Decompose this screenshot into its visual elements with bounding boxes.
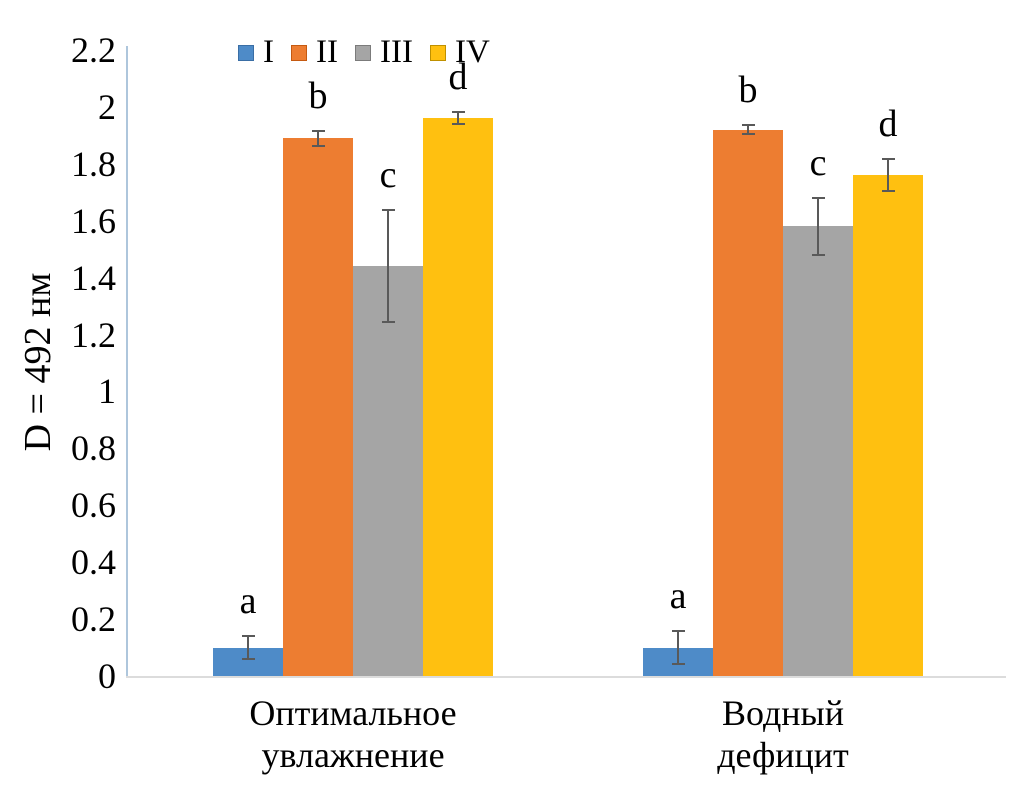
y-tick-label: 1.4 (71, 257, 116, 298)
y-tick-label: 0.2 (71, 599, 116, 640)
error-bar (881, 158, 895, 193)
error-bar-stem (387, 209, 389, 324)
y-tick-label: 0.8 (71, 428, 116, 469)
legend-label: II (316, 34, 338, 70)
error-bar-stem (747, 123, 749, 136)
error-bar-cap-bottom (241, 658, 255, 661)
error-bar-stem (457, 111, 459, 126)
y-axis-line (126, 46, 128, 676)
x-category-label: Водный дефицит (717, 693, 849, 776)
legend-item-IV: IV (429, 34, 490, 70)
significance-letter: d (448, 56, 468, 99)
significance-letter: b (308, 74, 328, 117)
significance-letter: c (379, 154, 397, 197)
significance-letter: c (809, 141, 827, 184)
legend-label: III (379, 34, 413, 70)
significance-letter: a (239, 579, 257, 622)
error-bar-stem (887, 158, 889, 193)
error-bar-stem (317, 129, 319, 147)
significance-letter: d (878, 103, 898, 146)
y-tick-label: 0 (98, 656, 116, 696)
legend-label: IV (454, 34, 490, 70)
bar-series-III-group-2 (783, 226, 853, 676)
error-bar-stem (817, 196, 819, 257)
y-tick-label: 1.8 (71, 143, 116, 184)
error-bar-cap-bottom (381, 321, 395, 324)
x-axis-line (126, 676, 1006, 678)
y-tick-label: 1 (98, 371, 116, 412)
legend-swatch-icon (429, 44, 446, 61)
legend-swatch-icon (354, 44, 371, 61)
legend: I II III IV (238, 36, 490, 69)
y-tick-label: 1.6 (71, 200, 116, 241)
x-category-label: Оптимальное увлажнение (249, 693, 457, 776)
error-bar-cap-bottom (741, 133, 755, 136)
error-bar-cap-bottom (671, 662, 685, 665)
significance-letter: b (738, 68, 758, 111)
significance-letter: a (669, 575, 687, 618)
error-bar (451, 111, 465, 126)
y-tick-label: 2.2 (71, 30, 116, 70)
y-tick-label: 0.4 (71, 542, 116, 583)
error-bar (741, 123, 755, 136)
error-bar-stem (677, 630, 679, 665)
error-bar (811, 196, 825, 257)
bar-series-III-group-1 (353, 266, 423, 676)
error-bar-stem (247, 634, 249, 661)
y-tick-label: 2 (98, 86, 116, 127)
bar-series-II-group-1 (283, 138, 353, 676)
y-tick-label: 1.2 (71, 314, 116, 355)
error-bar (671, 630, 685, 665)
legend-swatch-icon (291, 44, 307, 61)
error-bar (381, 209, 395, 324)
error-bar-cap-bottom (451, 123, 465, 126)
legend-label: I (263, 34, 274, 70)
error-bar-cap-bottom (811, 254, 825, 257)
y-tick-label: 0.6 (71, 485, 116, 526)
legend-swatch-icon (238, 44, 254, 61)
error-bar (241, 634, 255, 661)
legend-item-II: II (291, 36, 338, 69)
error-bar (311, 129, 325, 147)
legend-item-I: I (238, 36, 274, 69)
bar-series-IV-group-2 (853, 175, 923, 676)
bar-series-II-group-2 (713, 129, 783, 676)
error-bar-cap-bottom (311, 144, 325, 147)
legend-item-III: III (354, 34, 413, 70)
bar-series-IV-group-1 (423, 118, 493, 676)
error-bar-cap-bottom (881, 190, 895, 193)
